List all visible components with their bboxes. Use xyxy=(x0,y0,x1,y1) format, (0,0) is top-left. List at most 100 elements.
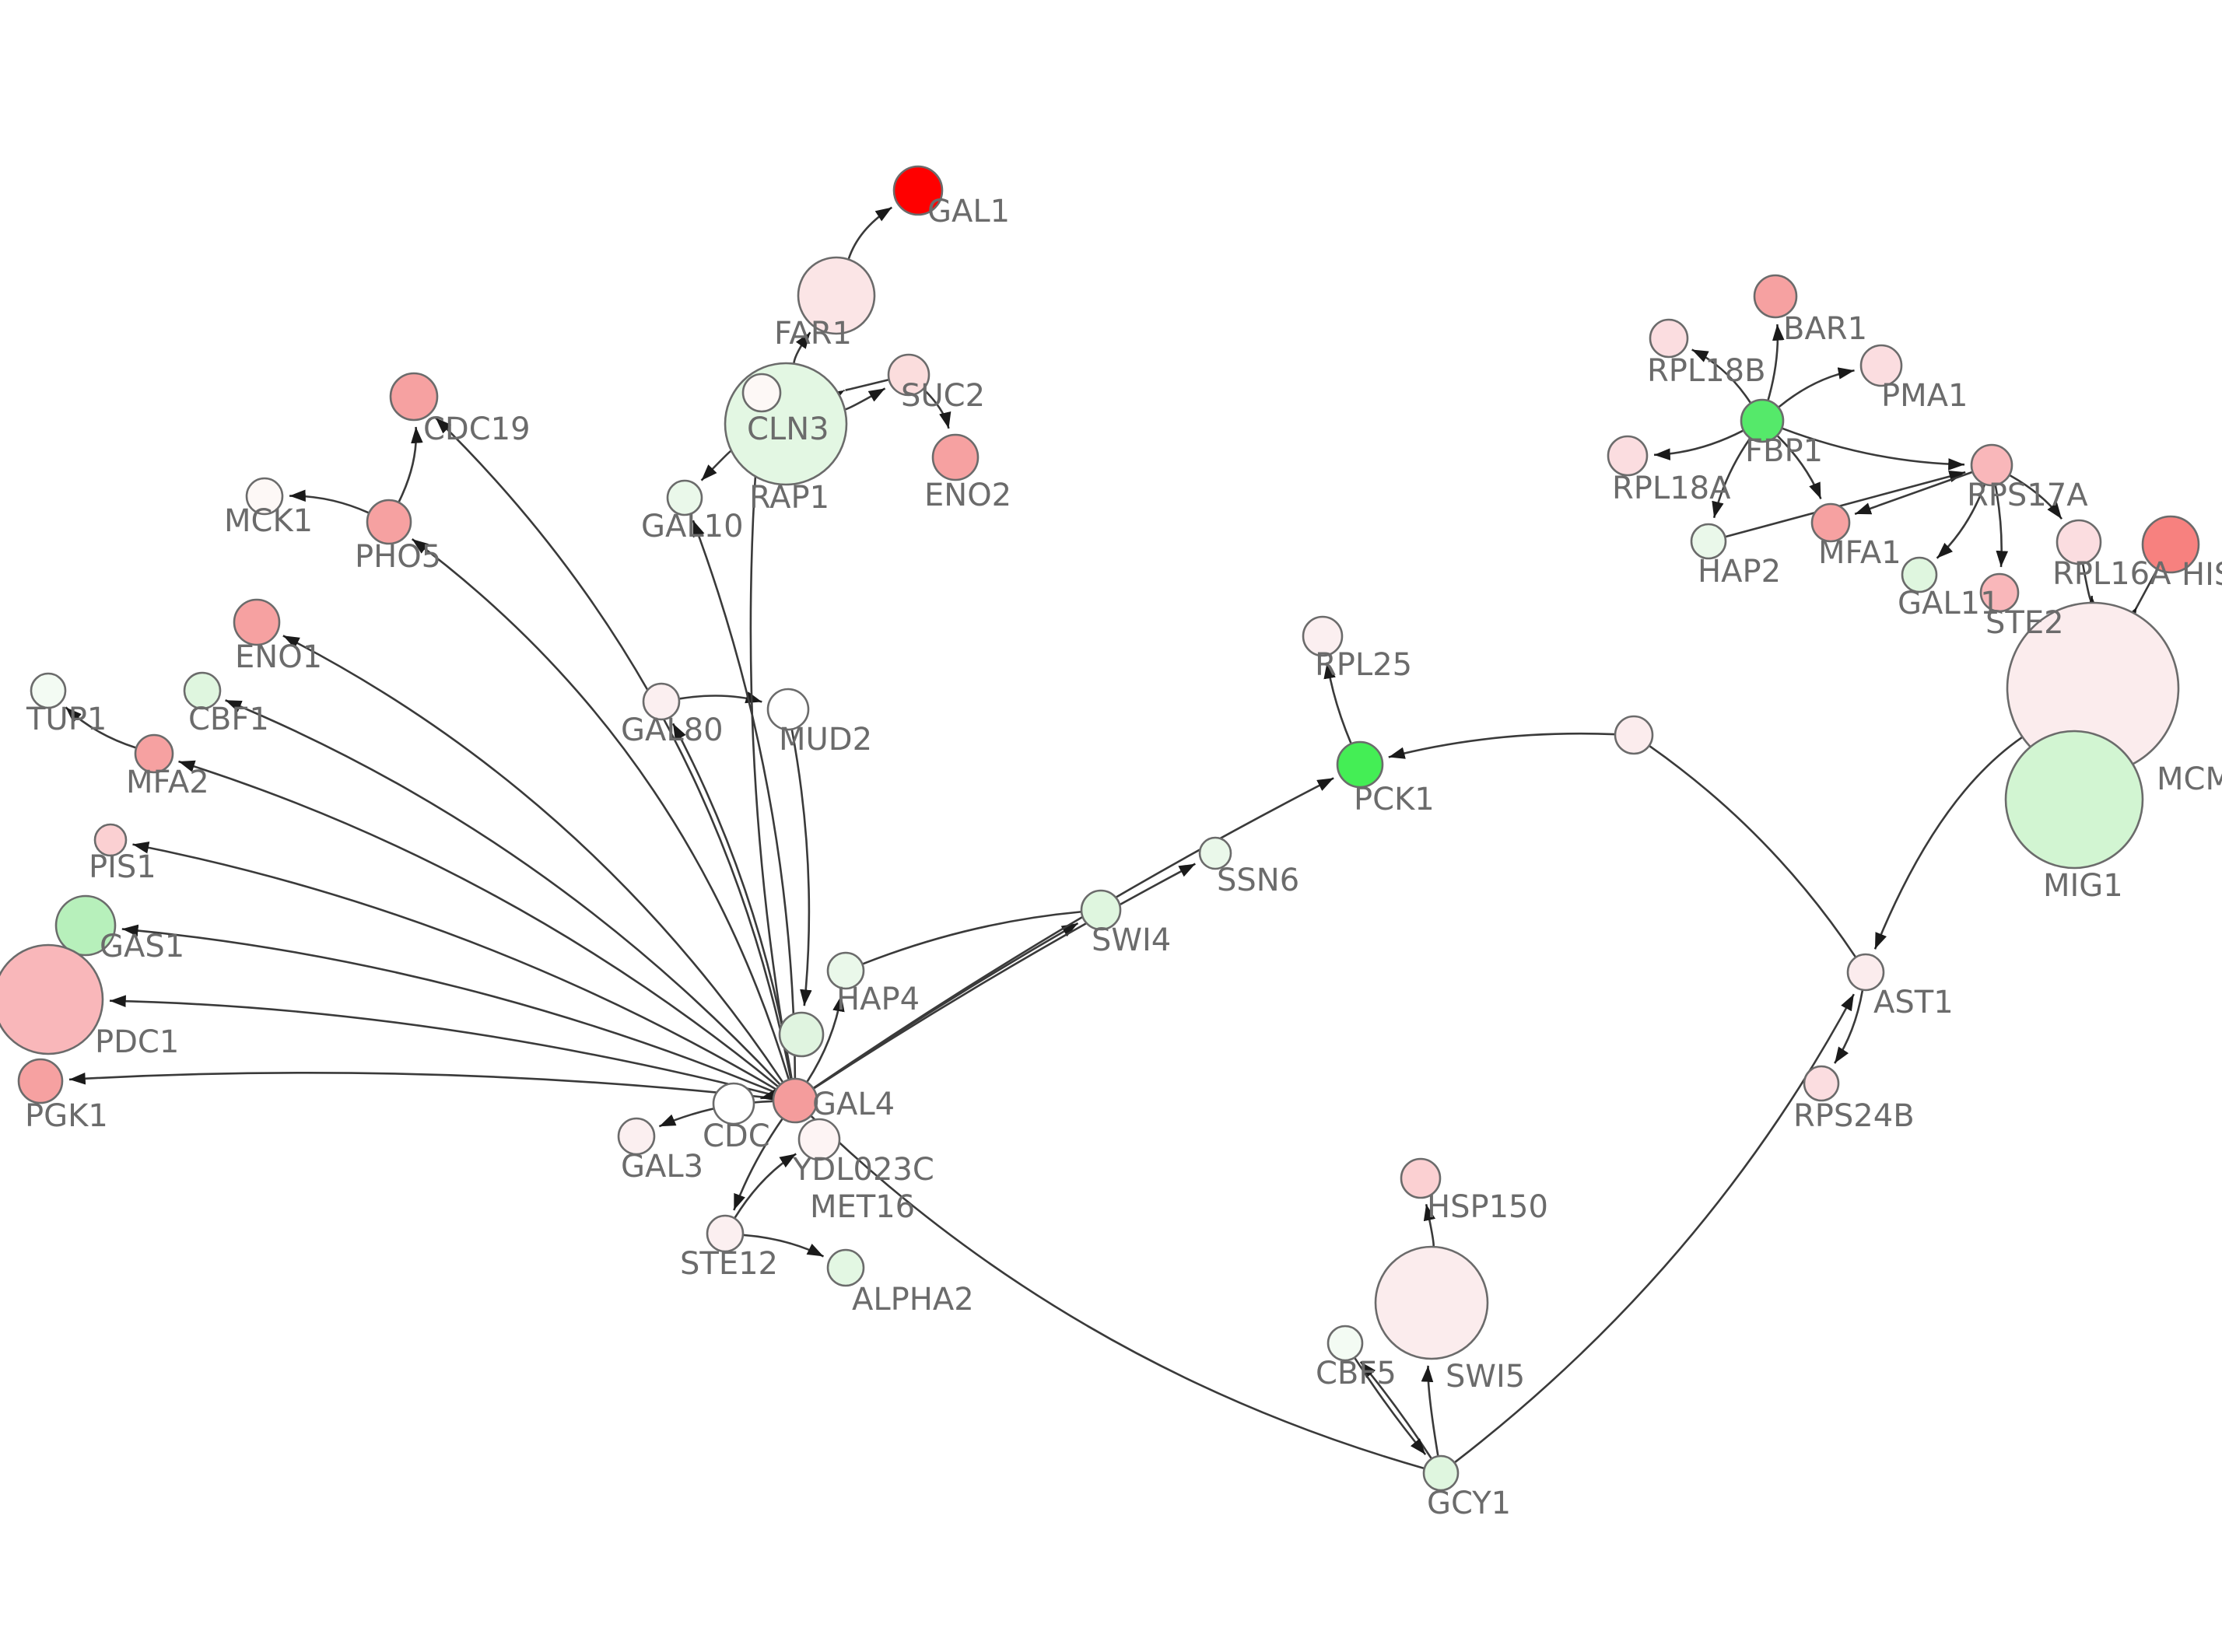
edge-pho5-to-cdc19 xyxy=(398,426,423,502)
node-eno2[interactable] xyxy=(931,433,980,481)
node-label-swi4: SWI4 xyxy=(1092,922,1171,958)
node-ast1[interactable] xyxy=(1846,953,1885,992)
node-label-rap1: RAP1 xyxy=(749,480,829,516)
node-gal11[interactable] xyxy=(1901,556,1938,593)
edge-far1-to-gal1 xyxy=(847,206,893,260)
node-ste12[interactable] xyxy=(706,1214,745,1253)
edge-gal4-to-gas1 xyxy=(121,924,775,1094)
node-mud2[interactable] xyxy=(766,688,810,731)
edge-gal4-to-hap4 xyxy=(806,995,845,1083)
node-bar1[interactable] xyxy=(1753,274,1798,319)
node-label-swi5: SWI5 xyxy=(1446,1359,1525,1395)
node-cbf1[interactable] xyxy=(183,671,222,710)
node-gal1[interactable] xyxy=(892,165,944,216)
node-gal10[interactable] xyxy=(666,479,703,516)
edge-cln3-to-suc2 xyxy=(845,387,886,411)
edge-gal4-to-cdc xyxy=(760,1089,778,1101)
edge-cln3-to-gal10 xyxy=(700,450,731,481)
node-alpha2[interactable] xyxy=(826,1248,865,1287)
node-hsp150[interactable] xyxy=(1400,1157,1442,1199)
node-gas1[interactable] xyxy=(54,894,117,957)
node-hap2[interactable] xyxy=(1690,523,1727,560)
node-label-mck1: MCK1 xyxy=(224,503,313,539)
node-swi4[interactable] xyxy=(1080,889,1122,931)
edge-his4-to-mcm1 xyxy=(2123,569,2158,625)
node-label-pis1: PIS1 xyxy=(89,849,156,885)
node-far1[interactable] xyxy=(797,256,876,335)
node-rpl18a[interactable] xyxy=(1607,435,1649,477)
edge-gal4-to-eno1 xyxy=(282,635,783,1083)
node-label-gal1: GAL1 xyxy=(927,194,1010,229)
node-fbp1[interactable] xyxy=(1740,398,1785,443)
node-his4[interactable] xyxy=(2141,515,2200,574)
edge-pck1-to-rpl25 xyxy=(1323,662,1352,744)
edge-rps17a-to-ste2 xyxy=(1994,485,2009,568)
edge-suc2-to-eno2 xyxy=(923,388,952,429)
node-label-gcy1: GCY1 xyxy=(1427,1486,1511,1521)
node-cdc[interactable] xyxy=(712,1082,755,1125)
node-rps24b[interactable] xyxy=(1803,1065,1840,1102)
edge-cbf5-to-gcy1 xyxy=(1354,1357,1427,1455)
node-label-mud2: MUD2 xyxy=(779,722,872,758)
node-rap1[interactable] xyxy=(741,373,782,413)
node-hap4[interactable] xyxy=(826,951,865,990)
node-pho5[interactable] xyxy=(366,499,412,545)
node-pgk1[interactable] xyxy=(17,1058,64,1104)
node-label-pma1: PMA1 xyxy=(1881,378,1968,414)
node-label-ast1: AST1 xyxy=(1873,985,1954,1020)
node-pma1[interactable] xyxy=(1859,344,1903,387)
node-label-mcm1: MCM1 xyxy=(2157,761,2222,797)
node-suc2[interactable] xyxy=(887,353,931,397)
node-label-suc2: SUC2 xyxy=(901,378,985,414)
node-label-eno1: ENO1 xyxy=(235,639,322,675)
node-rpl25b[interactable] xyxy=(1614,715,1654,755)
node-eno1[interactable] xyxy=(233,598,281,646)
node-mfa2[interactable] xyxy=(134,733,174,774)
node-gal4h[interactable] xyxy=(778,1011,825,1058)
node-label-gal11: GAL11 xyxy=(1898,586,2000,621)
node-rpl18b[interactable] xyxy=(1649,318,1689,359)
node-rpl25[interactable] xyxy=(1302,615,1344,657)
edge-gal4-to-gal80 xyxy=(671,723,793,1079)
node-label-ydl023c: YDL023C xyxy=(792,1152,934,1188)
node-pdc1[interactable] xyxy=(0,943,104,1055)
node-pis1[interactable] xyxy=(93,823,128,857)
node-label-cbf5: CBF5 xyxy=(1316,1356,1397,1391)
node-swi5[interactable] xyxy=(1374,1245,1489,1360)
node-mig1[interactable] xyxy=(2004,730,2144,870)
edge-gal4-to-gal10 xyxy=(692,520,797,1079)
edge-mud2-to-gal4h xyxy=(790,730,812,1006)
node-tup1[interactable] xyxy=(30,672,67,709)
node-label-gal80: GAL80 xyxy=(621,712,724,748)
node-cbf5[interactable] xyxy=(1327,1325,1364,1362)
edge-gcy1-to-swi5 xyxy=(1421,1365,1439,1456)
node-label-fbp1: FBP1 xyxy=(1745,433,1823,469)
edge-rps17a-to-rpl16a xyxy=(2009,474,2063,520)
edge-mfa2-to-tup1 xyxy=(65,706,136,749)
node-mck1[interactable] xyxy=(245,477,284,516)
node-ste2[interactable] xyxy=(1979,572,2020,613)
node-gcy1[interactable] xyxy=(1422,1454,1460,1492)
node-ssn6[interactable] xyxy=(1198,836,1232,870)
edge-gal4-to-gcy1 xyxy=(810,1115,1425,1469)
node-mfa1[interactable] xyxy=(1810,502,1851,543)
node-gal4[interactable] xyxy=(772,1077,818,1124)
edge-rpl25b-to-ast1 xyxy=(1649,745,1856,957)
node-rpl16a[interactable] xyxy=(2056,519,2102,565)
node-ydl023c[interactable] xyxy=(797,1118,841,1161)
node-label-bar1: BAR1 xyxy=(1783,311,1867,347)
node-rps17a[interactable] xyxy=(1970,443,2013,487)
edge-gal4-to-pdc1 xyxy=(109,995,774,1097)
node-label-layer: GAL1 FAR1 SUC2 CLN3 RAP1 ENO2 CDC19 MCK1 PHO5 GAL… xyxy=(25,194,2222,1521)
edge-fbp1-to-rpl18b xyxy=(1691,348,1751,404)
edge-gal4-to-ssn6 xyxy=(813,863,1196,1090)
edge-swi5-to-hsp150 xyxy=(1423,1203,1436,1247)
node-cdc19[interactable] xyxy=(389,372,439,422)
node-pck1[interactable] xyxy=(1336,740,1384,789)
edge-layer xyxy=(65,206,2158,1469)
node-label-gas1: GAS1 xyxy=(100,929,184,964)
node-gal3[interactable] xyxy=(617,1117,656,1156)
node-gal80[interactable] xyxy=(642,682,681,721)
